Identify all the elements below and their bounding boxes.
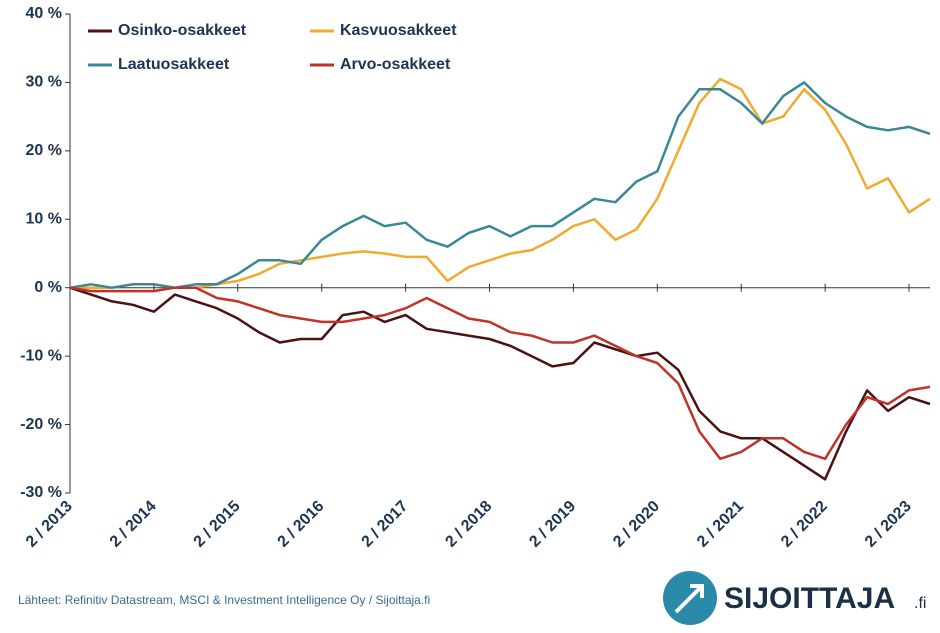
x-tick-label: 2 / 2018 (442, 498, 495, 551)
x-tick-label: 2 / 2022 (778, 498, 831, 551)
legend-label: Kasvuosakkeet (340, 22, 457, 39)
legend-label: Osinko-osakkeet (118, 22, 247, 39)
x-tick-label: 2 / 2016 (275, 498, 328, 551)
source-note: Lähteet: Refinitiv Datastream, MSCI & In… (18, 593, 430, 607)
x-tick-label: 2 / 2023 (862, 498, 915, 551)
y-tick-label: -10 % (20, 347, 62, 364)
x-tick-label: 2 / 2013 (23, 498, 76, 551)
x-tick-label: 2 / 2014 (107, 498, 160, 551)
logo-text: SIJOITTAJA (724, 582, 895, 615)
logo-arrow (674, 584, 704, 614)
series-line (69, 81, 931, 289)
series-line (69, 286, 931, 461)
x-tick-label: 2 / 2021 (694, 498, 747, 551)
y-tick-label: -30 % (20, 484, 62, 501)
series-line (70, 77, 931, 289)
y-tick-label: 30 % (26, 74, 62, 91)
legend-label: Laatuosakkeet (118, 56, 230, 73)
y-tick-label: 10 % (26, 211, 62, 228)
legend-label: Arvo-osakkeet (340, 56, 451, 73)
x-tick-label: 2 / 2017 (359, 498, 412, 551)
y-tick-label: 0 % (34, 279, 62, 296)
logo: SIJOITTAJA .fi (663, 571, 926, 625)
y-tick-label: 20 % (26, 142, 62, 159)
y-tick-label: -20 % (20, 416, 62, 433)
logo-suffix: .fi (914, 595, 926, 612)
x-tick-label: 2 / 2020 (610, 498, 663, 551)
series-line (69, 286, 931, 481)
y-tick-label: 40 % (26, 5, 62, 22)
x-tick-label: 2 / 2019 (526, 498, 579, 551)
x-tick-label: 2 / 2015 (191, 498, 244, 551)
